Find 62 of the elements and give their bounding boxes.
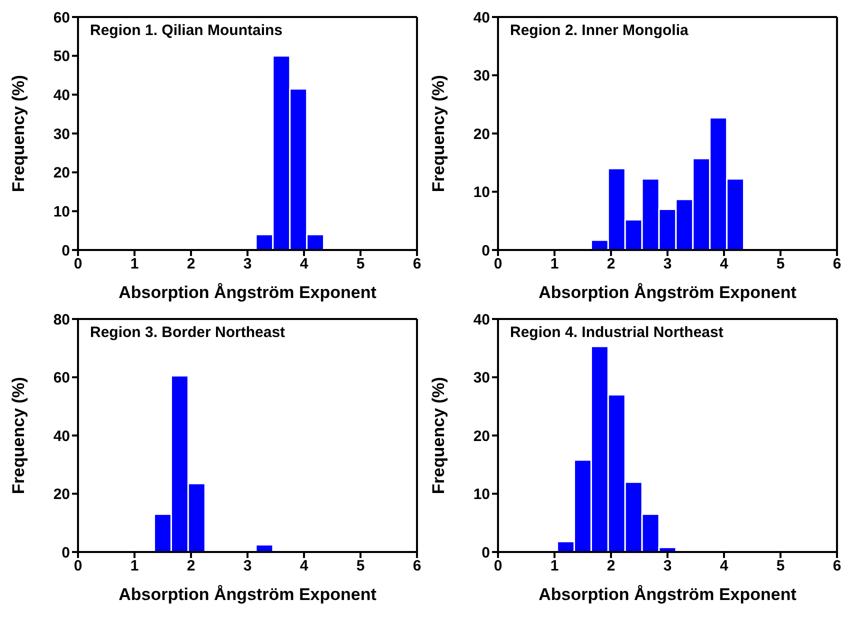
x-tick-label: 1 xyxy=(550,558,559,575)
y-tick-label: 20 xyxy=(473,428,490,445)
x-tick-label: 5 xyxy=(776,256,785,273)
x-tick-label: 2 xyxy=(606,256,616,273)
x-tick-label: 1 xyxy=(130,558,139,575)
x-tick-label: 4 xyxy=(300,558,309,575)
y-tick-label: 40 xyxy=(53,428,70,445)
y-tick-label: 20 xyxy=(473,126,490,143)
x-tick-label: 5 xyxy=(356,256,365,273)
x-tick-label: 3 xyxy=(243,558,252,575)
y-tick-label: 40 xyxy=(473,311,490,328)
y-tick-label: 20 xyxy=(53,164,70,182)
y-tick-label: 30 xyxy=(53,126,70,143)
y-tick-label: 60 xyxy=(53,9,70,26)
y-tick-label: 10 xyxy=(473,184,490,202)
y-axis-title: Frequency (%) xyxy=(429,74,448,192)
x-tick-label: 5 xyxy=(776,558,785,575)
y-tick-label: 0 xyxy=(482,242,490,260)
x-axis-title: Absorption Ångström Exponent xyxy=(538,585,797,604)
y-axis-title: Frequency (%) xyxy=(429,376,448,494)
x-tick-label: 4 xyxy=(720,256,729,273)
x-tick-label: 4 xyxy=(720,558,729,575)
x-tick-label: 0 xyxy=(74,558,82,575)
x-tick-label: 6 xyxy=(832,256,842,273)
x-tick-label: 5 xyxy=(356,558,365,575)
y-axis-title: Frequency (%) xyxy=(9,376,28,494)
y-tick-label: 40 xyxy=(53,86,70,104)
y-tick-label: 10 xyxy=(53,203,70,220)
x-tick-label: 0 xyxy=(494,558,502,575)
chart-title: Region 4. Industrial Northeast xyxy=(510,324,724,341)
x-tick-label: 1 xyxy=(550,256,559,273)
x-tick-label: 3 xyxy=(243,256,252,273)
x-tick-label: 2 xyxy=(606,558,616,575)
x-tick-label: 6 xyxy=(412,558,422,575)
chart-title: Region 1. Qilian Mountains xyxy=(90,22,283,39)
y-tick-label: 0 xyxy=(62,242,70,260)
y-tick-label: 10 xyxy=(473,486,490,504)
chart-title: Region 3. Border Northeast xyxy=(90,324,286,341)
x-tick-label: 3 xyxy=(663,256,672,273)
x-tick-label: 6 xyxy=(412,256,422,273)
x-tick-label: 0 xyxy=(494,256,502,273)
y-tick-label: 80 xyxy=(53,311,70,328)
x-tick-label: 6 xyxy=(832,558,842,575)
y-tick-label: 60 xyxy=(53,370,70,387)
x-tick-label: 1 xyxy=(130,256,139,273)
y-tick-label: 20 xyxy=(53,486,70,504)
y-tick-label: 0 xyxy=(482,544,490,562)
y-tick-label: 30 xyxy=(473,68,490,85)
x-tick-label: 2 xyxy=(186,256,196,273)
y-tick-label: 40 xyxy=(473,9,490,26)
x-axis-title: Absorption Ångström Exponent xyxy=(118,585,377,604)
x-tick-label: 3 xyxy=(663,558,672,575)
x-axis-title: Absorption Ångström Exponent xyxy=(538,283,797,302)
x-tick-label: 4 xyxy=(300,256,309,273)
x-tick-label: 2 xyxy=(186,558,196,575)
y-tick-label: 0 xyxy=(62,544,70,562)
y-axis-title: Frequency (%) xyxy=(9,74,28,192)
chart-title: Region 2. Inner Mongolia xyxy=(510,22,688,39)
y-tick-label: 50 xyxy=(53,48,70,66)
y-tick-label: 30 xyxy=(473,370,490,387)
x-axis-title: Absorption Ångström Exponent xyxy=(118,283,377,302)
x-tick-label: 0 xyxy=(74,256,82,273)
